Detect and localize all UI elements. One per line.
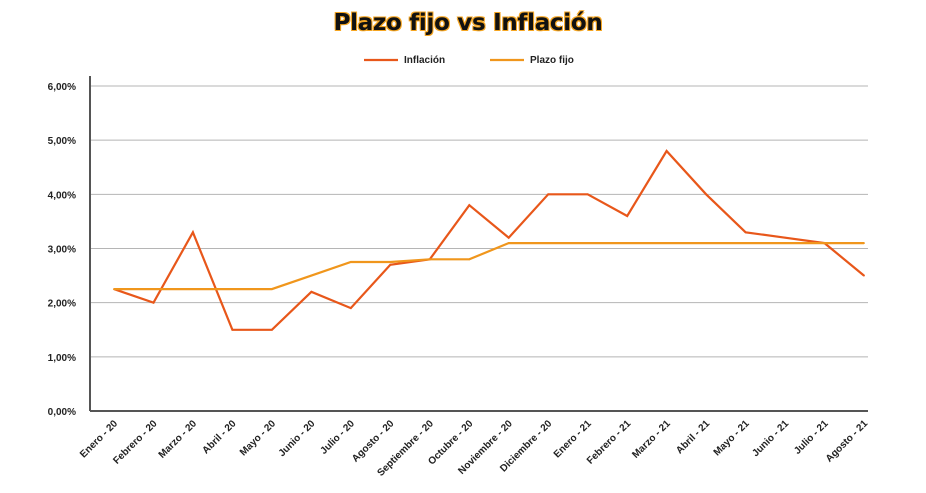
data-point [626, 242, 629, 244]
data-point [152, 288, 155, 291]
y-tick-label: 0,00% [48, 407, 76, 418]
data-point [705, 242, 708, 244]
data-point [547, 242, 550, 244]
x-tick-label: Mayo - 21 [712, 418, 752, 458]
data-point [270, 288, 273, 291]
data-point [626, 215, 629, 217]
x-tick-label: Marzo - 20 [157, 418, 200, 461]
data-point [231, 328, 234, 331]
legend-label: Plazo fijo [530, 55, 574, 66]
series-line-plazo-fijo [114, 242, 864, 291]
y-tick-label: 1,00% [48, 353, 76, 364]
x-tick-label: Enero - 21 [552, 418, 594, 460]
data-point [349, 261, 352, 263]
data-point [784, 242, 786, 244]
data-point [665, 242, 668, 244]
y-tick-label: 6,00% [48, 82, 76, 93]
legend-label: Inflación [404, 55, 445, 66]
x-tick-label: Julio - 21 [792, 418, 831, 457]
series-line-inflacion [113, 149, 865, 331]
data-point [310, 290, 313, 293]
x-tick-label: Enero - 20 [78, 418, 120, 460]
y-tick-label: 4,00% [48, 190, 76, 201]
data-point [468, 204, 471, 207]
y-tick-label: 2,00% [48, 299, 76, 310]
data-point [468, 258, 471, 261]
data-point [507, 242, 510, 244]
x-tick-label: Abril - 21 [674, 418, 712, 456]
data-point [152, 301, 155, 304]
data-point [863, 242, 865, 244]
data-point [586, 193, 589, 196]
x-tick-label: Junio - 20 [277, 418, 318, 459]
data-point [744, 242, 747, 244]
data-point [784, 236, 786, 239]
data-point [507, 236, 510, 239]
data-point [192, 288, 194, 291]
data-point [192, 231, 194, 234]
x-tick-label: Junio - 21 [750, 418, 791, 459]
data-point [863, 274, 865, 277]
data-point [310, 274, 313, 277]
y-tick-label: 3,00% [48, 245, 76, 256]
data-point [823, 242, 826, 244]
data-point [744, 231, 747, 234]
x-tick-label: Abril - 20 [201, 418, 239, 456]
data-point [270, 328, 273, 331]
data-point [665, 150, 668, 152]
data-point [428, 258, 431, 261]
data-point [547, 193, 550, 196]
data-point [389, 263, 392, 266]
data-point [389, 261, 392, 263]
data-point [349, 307, 352, 309]
data-point [586, 242, 589, 244]
x-tick-label: Agosto - 21 [824, 418, 871, 465]
y-tick-label: 5,00% [48, 136, 76, 147]
x-tick-label: Mayo - 20 [238, 418, 278, 458]
x-tick-label: Julio - 20 [319, 418, 358, 457]
data-point [231, 288, 234, 291]
x-tick-label: Marzo - 21 [630, 418, 673, 461]
chart-title: Plazo fijo vs Inflación [333, 10, 603, 36]
data-point [113, 288, 115, 291]
data-point [705, 193, 708, 196]
